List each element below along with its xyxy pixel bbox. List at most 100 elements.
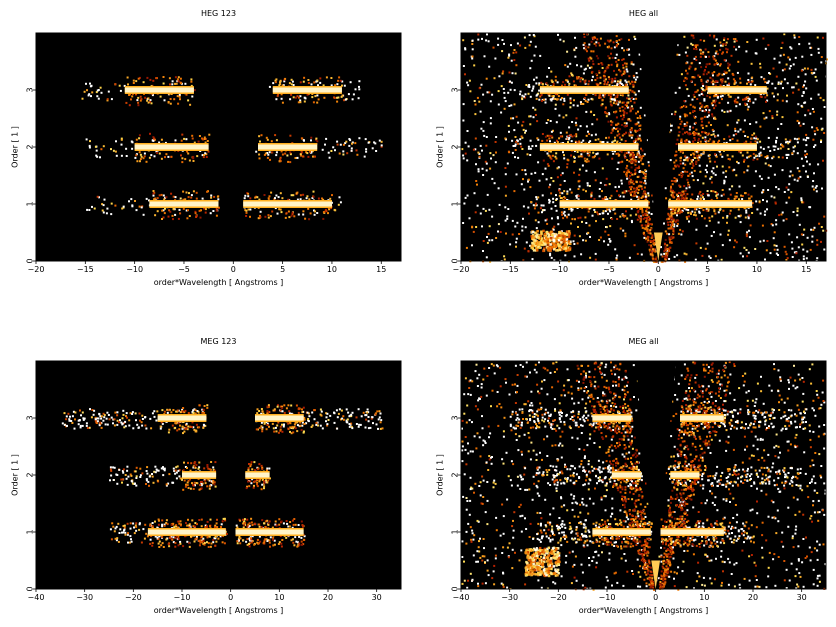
band-halo bbox=[314, 155, 316, 158]
scatter-pixel bbox=[728, 188, 731, 191]
wedge-pixel bbox=[684, 195, 687, 198]
wedge-pixel bbox=[641, 209, 644, 212]
scatter-pixel bbox=[614, 139, 616, 142]
band-speckle bbox=[138, 523, 141, 526]
band-halo bbox=[744, 216, 747, 219]
scatter-pixel bbox=[529, 67, 532, 70]
scatter-pixel bbox=[487, 40, 490, 43]
blob-pixel bbox=[542, 229, 545, 233]
band-speckle bbox=[311, 150, 314, 153]
band-halo bbox=[198, 209, 201, 212]
scatter-pixel bbox=[485, 39, 488, 42]
band-halo bbox=[236, 526, 239, 529]
scatter-pixel bbox=[683, 123, 686, 126]
band-speckle bbox=[699, 197, 702, 200]
scatter-pixel bbox=[688, 128, 691, 131]
band-speckle bbox=[126, 522, 129, 525]
band-halo bbox=[187, 518, 189, 521]
blob-pixel bbox=[547, 241, 551, 245]
band-halo bbox=[258, 525, 261, 528]
wedge-pixel bbox=[621, 105, 624, 108]
band-speckle bbox=[131, 482, 134, 485]
band-halo bbox=[607, 81, 609, 84]
wedge-pixel bbox=[692, 131, 695, 133]
wedge-pixel bbox=[615, 73, 618, 76]
band-halo bbox=[611, 218, 614, 220]
band-speckle bbox=[699, 140, 702, 143]
band-speckle bbox=[771, 82, 774, 85]
scatter-pixel bbox=[607, 243, 610, 246]
band-speckle bbox=[160, 467, 163, 470]
band-halo bbox=[587, 160, 590, 163]
wedge-pixel bbox=[639, 219, 642, 221]
scatter-pixel bbox=[607, 234, 610, 236]
band-speckle bbox=[177, 469, 180, 472]
scatter-pixel bbox=[777, 254, 779, 256]
band-speckle bbox=[685, 138, 688, 141]
scatter-pixel bbox=[754, 248, 757, 250]
band-halo bbox=[214, 535, 217, 538]
band-halo bbox=[627, 80, 630, 83]
wedge-pixel bbox=[636, 122, 639, 125]
wedge-pixel bbox=[635, 167, 638, 170]
scatter-pixel bbox=[817, 47, 820, 50]
scatter-pixel bbox=[538, 98, 541, 101]
band-speckle bbox=[364, 138, 367, 141]
scatter-pixel bbox=[762, 189, 765, 192]
wedge-pixel bbox=[597, 63, 600, 65]
scatter-pixel bbox=[797, 103, 800, 106]
scatter-pixel bbox=[771, 92, 774, 95]
scatter-pixel bbox=[746, 169, 749, 172]
band-speckle bbox=[334, 84, 337, 87]
band-speckle bbox=[801, 94, 804, 97]
band-halo bbox=[248, 522, 251, 525]
band-speckle bbox=[135, 138, 138, 141]
wedge-pixel bbox=[676, 138, 679, 141]
scatter-pixel bbox=[701, 136, 704, 139]
scatter-pixel bbox=[553, 141, 556, 144]
scatter-pixel bbox=[767, 189, 770, 191]
scatter-pixel bbox=[670, 129, 673, 132]
wedge-pixel bbox=[639, 155, 642, 158]
scatter-pixel bbox=[557, 166, 560, 169]
scatter-pixel bbox=[583, 47, 586, 50]
wedge-pixel bbox=[693, 115, 695, 118]
scatter-pixel bbox=[586, 152, 589, 155]
band-speckle bbox=[131, 95, 134, 98]
band-halo bbox=[160, 544, 163, 547]
band-halo bbox=[541, 83, 544, 86]
wedge-pixel bbox=[647, 222, 650, 225]
scatter-pixel bbox=[593, 114, 596, 116]
band-halo bbox=[291, 211, 294, 214]
scatter-pixel bbox=[815, 190, 818, 193]
wedge-pixel bbox=[667, 227, 670, 230]
band-halo bbox=[145, 160, 148, 163]
band-speckle bbox=[219, 535, 222, 538]
scatter-pixel bbox=[696, 44, 699, 47]
band-halo bbox=[154, 214, 157, 217]
wedge-pixel bbox=[653, 249, 656, 252]
scatter-pixel bbox=[796, 236, 799, 239]
wedge-pixel bbox=[630, 61, 633, 64]
wedge-pixel bbox=[723, 70, 726, 73]
wedge-pixel bbox=[622, 66, 625, 69]
wedge-pixel bbox=[671, 183, 674, 186]
wedge-pixel bbox=[677, 126, 680, 129]
scatter-pixel bbox=[660, 246, 662, 249]
scatter-pixel bbox=[821, 187, 823, 190]
band-halo bbox=[264, 215, 267, 218]
band-speckle bbox=[519, 138, 522, 141]
band-halo bbox=[540, 81, 543, 84]
scatter-pixel bbox=[504, 167, 507, 169]
wedge-pixel bbox=[713, 34, 716, 37]
band-halo bbox=[749, 154, 752, 157]
scatter-pixel bbox=[813, 71, 816, 74]
wedge-pixel bbox=[628, 186, 631, 189]
band-halo bbox=[693, 133, 696, 136]
band-halo bbox=[689, 198, 692, 201]
scatter-pixel bbox=[695, 242, 698, 245]
band-halo bbox=[188, 215, 191, 217]
band-speckle bbox=[573, 99, 575, 102]
band-halo bbox=[710, 198, 713, 201]
wedge-pixel bbox=[671, 221, 674, 224]
